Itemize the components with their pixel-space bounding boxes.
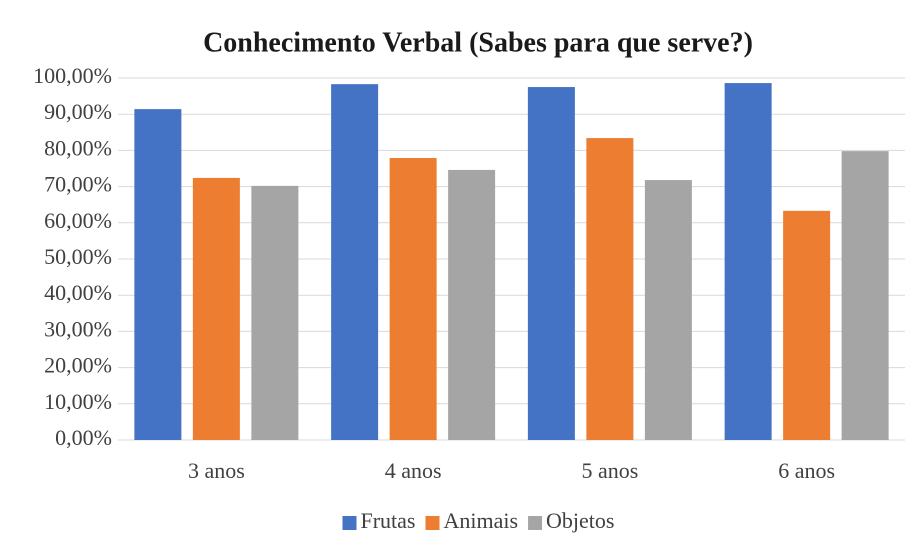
y-tick-label: 40,00% <box>44 280 112 305</box>
x-tick-label: 6 anos <box>778 458 835 483</box>
bar <box>586 138 634 441</box>
y-tick-label: 30,00% <box>44 316 112 341</box>
bar <box>783 210 831 440</box>
bar <box>192 177 240 441</box>
legend-label: Objetos <box>546 508 614 533</box>
legend-swatch <box>342 516 357 530</box>
y-tick-label: 0,00% <box>55 425 112 450</box>
bar <box>527 87 575 441</box>
x-tick-label: 4 anos <box>385 458 442 483</box>
bar <box>644 180 692 441</box>
x-tick-label: 3 anos <box>188 458 245 483</box>
chart-title: Conhecimento Verbal (Sabes para que serv… <box>203 27 753 58</box>
y-tick-label: 70,00% <box>44 172 112 197</box>
y-tick-label: 100,00% <box>33 63 112 88</box>
y-tick-label: 80,00% <box>44 135 112 160</box>
legend-label: Animais <box>443 508 518 533</box>
bar <box>841 151 889 440</box>
y-tick-label: 20,00% <box>44 353 112 378</box>
legend-swatch <box>425 516 440 530</box>
y-tick-label: 60,00% <box>44 208 112 233</box>
legend-swatch <box>528 516 543 530</box>
bar <box>134 109 182 440</box>
legend-label: Frutas <box>360 508 415 533</box>
bar <box>724 83 772 441</box>
bar <box>251 185 299 440</box>
y-tick-label: 90,00% <box>44 99 112 124</box>
bar <box>448 169 496 440</box>
bar <box>389 158 437 440</box>
x-tick-label: 5 anos <box>581 458 638 483</box>
y-tick-label: 50,00% <box>44 244 112 269</box>
y-tick-label: 10,00% <box>44 389 112 414</box>
bar <box>331 84 379 441</box>
